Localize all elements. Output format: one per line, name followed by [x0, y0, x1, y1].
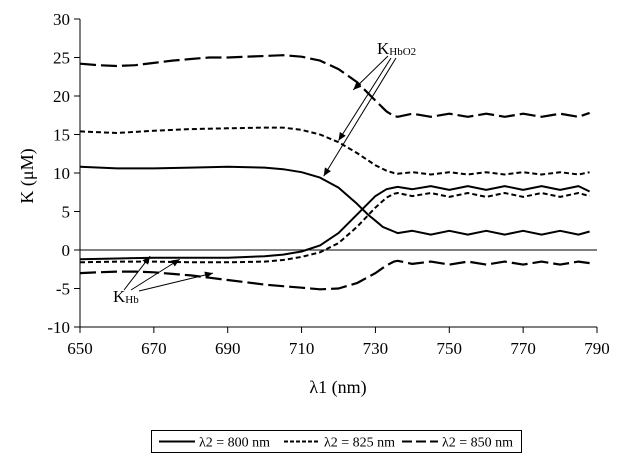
y-tick-label: 10 [53, 164, 70, 183]
series-line-khbo2-0 [79, 165, 590, 236]
legend-label: λ2 = 800 nm [199, 436, 270, 451]
x-tick-label: 670 [141, 339, 167, 358]
legend-label: λ2 = 850 nm [442, 436, 513, 451]
series-line-khb-0 [79, 185, 591, 261]
x-tick-label: 650 [67, 339, 93, 358]
legend-label: λ2 = 825 nm [324, 436, 395, 451]
series-line-khbo2-2 [79, 54, 590, 118]
x-tick-label: 750 [437, 339, 463, 358]
legend: λ2 = 800 nm λ2 = 825 nm λ2 = 850 nm [159, 436, 513, 451]
x-tick-label: 770 [510, 339, 536, 358]
y-tick-label: -10 [47, 318, 70, 337]
x-axis-label: λ1 (nm) [309, 377, 366, 398]
y-ticks: -10 -5 0 5 10 15 20 25 30 [47, 10, 80, 337]
annotation-arrow-khb-825-head [171, 259, 180, 267]
series-line-khb-2 [79, 259, 590, 291]
annotation-arrow-khbo2-800-head [323, 167, 331, 177]
y-tick-label: 5 [62, 203, 71, 222]
y-tick-label: -5 [56, 280, 70, 299]
y-tick-label: 25 [53, 49, 70, 68]
x-tick-label: 710 [289, 339, 315, 358]
x-tick-label: 690 [215, 339, 241, 358]
annotation-arrow-khbo2-825-head [338, 132, 346, 141]
y-tick-label: 15 [53, 126, 70, 145]
x-ticks: 650 670 690 710 730 750 770 790 [67, 327, 610, 358]
annotation-arrow-khb-850 [138, 272, 214, 292]
annotation-arrow-khbo2-850-head [353, 81, 362, 90]
annotation-arrow-khbo2-850 [352, 55, 389, 91]
annotations: KHbO2 KHb [113, 39, 416, 306]
series-line-khb-1 [79, 192, 590, 264]
annotation-arrow-khb-850-head [204, 271, 213, 279]
x-tick-label: 790 [584, 339, 610, 358]
y-tick-label: 20 [53, 87, 70, 106]
annotation-khbo2: KHbO2 [377, 39, 416, 58]
legend-box [151, 430, 522, 453]
y-tick-label: 0 [62, 241, 71, 260]
series-line-khbo2-1 [79, 126, 590, 176]
x-tick-label: 730 [363, 339, 389, 358]
y-tick-label: 30 [53, 10, 70, 29]
annotation-arrow-khb-825 [130, 258, 180, 291]
annotation-arrow-khbo2-825 [338, 57, 392, 141]
annotation-khb: KHb [113, 287, 139, 306]
annotation-arrow-khb-800-head [142, 256, 151, 265]
y-axis-label: K (μM) [17, 148, 38, 203]
series-layer [79, 54, 591, 291]
annotation-arrow-khbo2-800 [323, 57, 397, 177]
